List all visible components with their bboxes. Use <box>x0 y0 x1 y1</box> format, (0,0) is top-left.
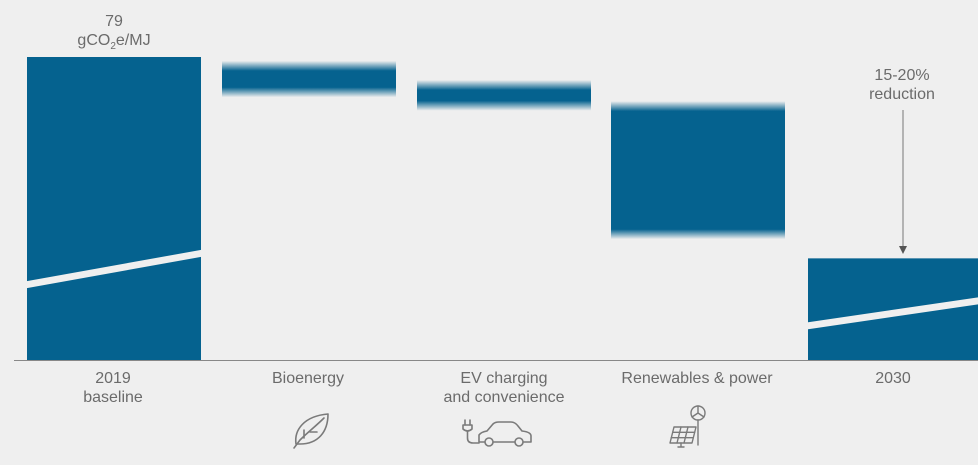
category-label-ev-charging: EV charging and convenience <box>443 370 565 406</box>
reduction-percent: 15-20% <box>874 67 930 84</box>
reduction-label: 15-20% reduction <box>842 66 962 104</box>
bar-2030 <box>808 258 978 360</box>
leaf-icon <box>293 413 329 449</box>
category-label-bioenergy: Bioenergy <box>271 370 345 387</box>
bar-renewables <box>611 101 785 240</box>
category-label-2030: 2030 <box>875 370 911 387</box>
axis-break-2019-baseline <box>22 249 206 289</box>
baseline-value-label: 79 gCO2e/MJ <box>34 12 194 56</box>
solar-wind-icon <box>669 405 706 448</box>
category-label-2019-baseline: 2019 baseline <box>83 370 143 406</box>
axis-break-2030 <box>803 297 978 330</box>
bar-ev-charging <box>417 80 591 111</box>
reduction-word: reduction <box>869 86 935 103</box>
baseline-unit: gCO2e/MJ <box>77 32 151 53</box>
category-label-renewables: Renewables & power <box>621 370 773 387</box>
bar-bioenergy <box>222 60 396 98</box>
reduction-arrow-head <box>899 246 907 254</box>
bar-2019-baseline <box>27 57 201 360</box>
baseline-value: 79 <box>105 13 123 30</box>
ev-car-plug-icon <box>462 419 532 447</box>
